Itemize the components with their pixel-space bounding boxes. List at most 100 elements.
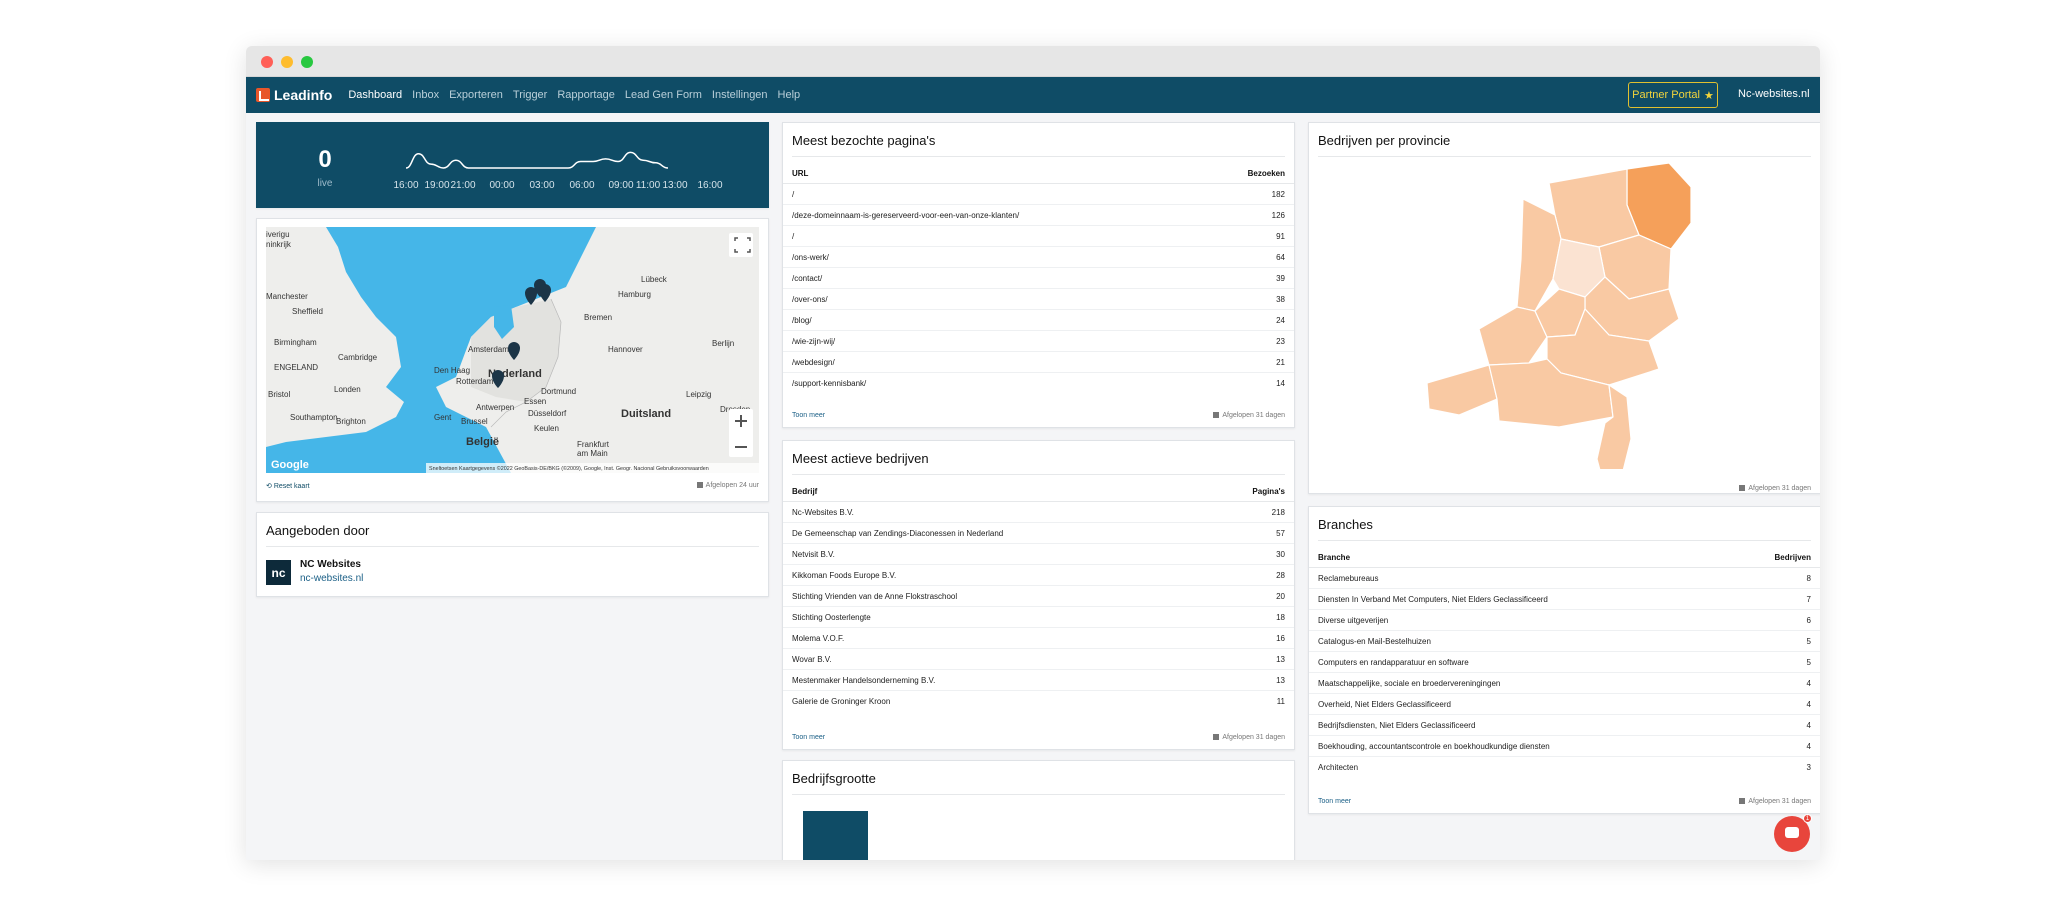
fullscreen-button[interactable] xyxy=(729,233,753,257)
border-line xyxy=(490,298,562,428)
company-row[interactable]: Netvisit B.V. 30 xyxy=(783,544,1294,565)
map-marker-icon[interactable] xyxy=(539,284,551,302)
branch-row[interactable]: Diverse uitgeverijen 6 xyxy=(1309,610,1820,631)
company-row[interactable]: Stichting Vrienden van de Anne Flokstras… xyxy=(783,586,1294,607)
site-selector[interactable]: Nc-websites.nl xyxy=(1738,88,1810,100)
nav-trigger[interactable]: Trigger xyxy=(512,89,548,101)
province-limburg[interactable] xyxy=(1596,383,1632,469)
company-row[interactable]: Nc-Websites B.V. 218 xyxy=(783,502,1294,523)
table-header: Bedrijf Pagina's xyxy=(783,481,1294,502)
company-row[interactable]: Mestenmaker Handelsonderneming B.V. 13 xyxy=(783,670,1294,691)
map-marker-icon[interactable] xyxy=(492,370,504,388)
nav-inbox[interactable]: Inbox xyxy=(412,89,440,101)
branch-row[interactable]: Bedrijfsdiensten, Niet Elders Geclassifi… xyxy=(1309,715,1820,736)
zoom-in-icon[interactable] xyxy=(735,415,747,427)
page-row[interactable]: / 182 xyxy=(783,184,1294,205)
page-row[interactable]: /wie-zijn-wij/23 xyxy=(783,331,1294,352)
province-friesland[interactable] xyxy=(1548,168,1640,248)
page-row[interactable]: /blog/24 xyxy=(783,310,1294,331)
page-row-label: /ons-werk/ xyxy=(792,252,829,262)
company-row-label: Kikkoman Foods Europe B.V. xyxy=(792,570,897,580)
page-row-value: 23 xyxy=(1276,336,1285,346)
page-row[interactable]: / 91 xyxy=(783,226,1294,247)
map-canvas[interactable]: iverigu ninkrijk Manchester Sheffield Bi… xyxy=(266,227,759,473)
close-window-button[interactable] xyxy=(261,56,273,68)
map-label: Birmingham xyxy=(274,338,317,347)
branch-row[interactable]: Diensten In Verband Met Computers, Niet … xyxy=(1309,589,1820,610)
leadinfo-logo-icon xyxy=(256,88,270,102)
reset-map-link[interactable]: ⟲ Reset kaart xyxy=(266,482,310,490)
branch-row[interactable]: Boekhouding, accountantscontrole en boek… xyxy=(1309,736,1820,757)
star-icon: ★ xyxy=(1704,89,1714,102)
branch-row-value: 5 xyxy=(1806,657,1811,667)
map-marker-icon[interactable] xyxy=(508,342,520,360)
branch-row[interactable]: Reclamebureaus 8 xyxy=(1309,568,1820,589)
company-row[interactable]: Stichting Oosterlengte 18 xyxy=(783,607,1294,628)
branch-row[interactable]: Computers en randapparatuur en software 5 xyxy=(1309,652,1820,673)
calendar-icon xyxy=(1739,485,1746,491)
brand-name: Leadinfo xyxy=(274,87,333,103)
sparkline-line xyxy=(405,151,669,169)
province-gelderland[interactable] xyxy=(1546,307,1660,386)
page-row[interactable]: /ons-werk/64 xyxy=(783,247,1294,268)
nav-exporteren[interactable]: Exporteren xyxy=(449,89,503,101)
nav-help[interactable]: Help xyxy=(777,89,801,101)
nav-instellingen[interactable]: Instellingen xyxy=(711,89,768,101)
live-visitors-card: 0 live 16:00 19:00 21:00 00:00 03:00 06:00 09:… xyxy=(256,122,769,208)
live-sparkline: 16:00 19:00 21:00 00:00 03:00 06:00 09:00 11:00… xyxy=(393,151,723,191)
branch-row[interactable]: Overheid, Niet Elders Geclassificeerd 4 xyxy=(1309,694,1820,715)
map-label: Leipzig xyxy=(686,390,711,399)
maximize-window-button[interactable] xyxy=(301,56,313,68)
minimize-window-button[interactable] xyxy=(281,56,293,68)
nav-lead-gen-form[interactable]: Lead Gen Form xyxy=(624,89,702,101)
company-row[interactable]: Molema V.O.F. 16 xyxy=(783,628,1294,649)
company-row[interactable]: De Gemeenschap van Zendings-Diaconessen … xyxy=(783,523,1294,544)
company-row[interactable]: Kikkoman Foods Europe B.V. 28 xyxy=(783,565,1294,586)
brand-logo[interactable]: Leadinfo xyxy=(256,87,332,103)
offered-by-title: Aangeboden door xyxy=(266,513,759,547)
branch-row[interactable]: Maatschappelijke, sociale en broedervere… xyxy=(1309,673,1820,694)
nav-dashboard[interactable]: Dashboard xyxy=(348,89,403,101)
column-header-url: URL xyxy=(792,168,809,178)
column-header-company: Bedrijf xyxy=(792,486,818,496)
chat-badge: 1 xyxy=(1803,814,1812,823)
show-more-link[interactable]: Toon meer xyxy=(792,412,826,419)
calendar-icon xyxy=(696,482,703,488)
company-row[interactable]: Galerie de Groninger Kroon 11 xyxy=(783,691,1294,712)
offer-company-link[interactable]: nc-websites.nl xyxy=(300,573,364,584)
page-row-value: 39 xyxy=(1276,273,1285,283)
map-label: Bremen xyxy=(584,313,612,322)
map-label: Londen xyxy=(334,385,361,394)
branches-title: Branches xyxy=(1318,507,1811,541)
page-row[interactable]: /deze-domeinnaam-is-gereserveerd-voor-ee… xyxy=(783,205,1294,226)
visitor-map[interactable]: iverigu ninkrijk Manchester Sheffield Bi… xyxy=(266,227,759,473)
branch-row[interactable]: Architecten 3 xyxy=(1309,757,1820,778)
map-label: iverigu xyxy=(266,230,290,239)
reset-map-label: Reset kaart xyxy=(273,483,310,490)
partner-portal-button[interactable]: Partner Portal ★ xyxy=(1628,82,1718,108)
province-noord-holland[interactable] xyxy=(1516,198,1562,312)
company-row-value: 13 xyxy=(1276,675,1285,685)
company-size-bar[interactable] xyxy=(803,811,868,860)
map-period: Afgelopen 24 uur xyxy=(696,482,759,489)
page-row[interactable]: /contact/39 xyxy=(783,268,1294,289)
map-footer: ⟲ Reset kaart Afgelopen 24 uur xyxy=(266,479,759,495)
branch-row[interactable]: Catalogus-en Mail-Bestelhuizen 5 xyxy=(1309,631,1820,652)
show-more-link[interactable]: Toon meer xyxy=(1318,798,1352,805)
map-label: Hannover xyxy=(608,345,643,354)
page-row-label: /wie-zijn-wij/ xyxy=(792,336,836,346)
page-row[interactable]: /webdesign/21 xyxy=(783,352,1294,373)
nav-rapportage[interactable]: Rapportage xyxy=(557,89,615,101)
map-marker-icon[interactable] xyxy=(525,287,537,305)
reset-icon: ⟲ xyxy=(266,483,274,490)
page-row[interactable]: /support-kennisbank/14 xyxy=(783,373,1294,394)
branch-row-value: 5 xyxy=(1806,636,1811,646)
show-more-link[interactable]: Toon meer xyxy=(792,734,826,741)
company-row-value: 57 xyxy=(1276,528,1285,538)
page-row[interactable]: /over-ons/38 xyxy=(783,289,1294,310)
province-zeeland[interactable] xyxy=(1426,364,1498,416)
map-label: ENGELAND xyxy=(274,363,318,372)
branch-row-value: 4 xyxy=(1806,678,1811,688)
sparkline-tick-label: 09:00 xyxy=(608,180,633,191)
company-row[interactable]: Wovar B.V. 13 xyxy=(783,649,1294,670)
